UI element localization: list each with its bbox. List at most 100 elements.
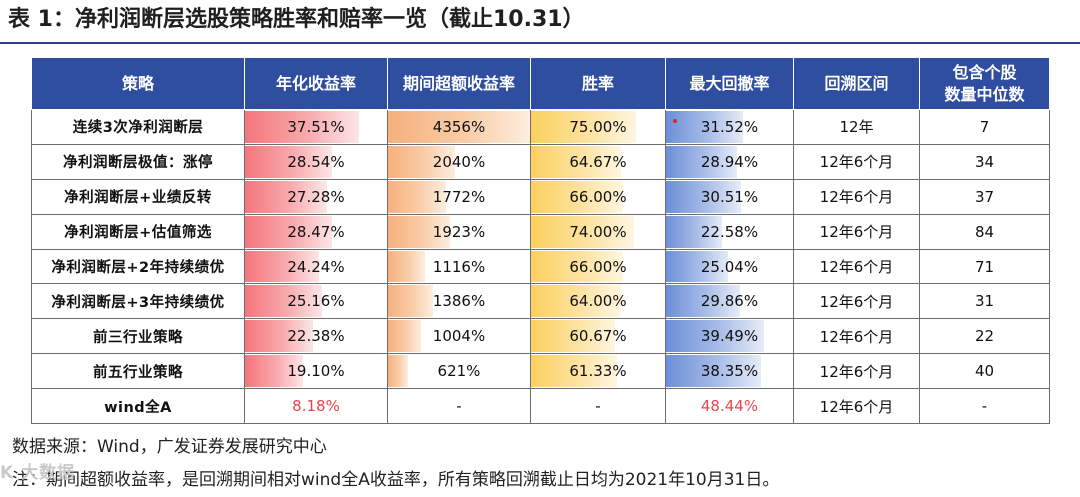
annual-return-cell: 27.28% (244, 178, 388, 215)
strategy-cell: 净利润断层+2年持续绩优 (31, 248, 245, 285)
excess-return-cell-value: - (456, 397, 462, 416)
win-rate-cell: 66.00% (530, 178, 666, 215)
excess-return-cell-value: 1386% (432, 292, 486, 311)
table-row: 连续3次净利润断层 37.51% 4356% 75.00% 31.52% 12年 7 (31, 109, 1050, 145)
max-drawdown-cell-value: 29.86% (700, 292, 759, 311)
win-rate-cell-value: 60.67% (569, 327, 627, 346)
backtest-period-cell: 12年 (793, 109, 920, 145)
backtest-period-cell-value: 12年6个月 (819, 258, 894, 276)
annual-return-cell-value: 24.24% (287, 257, 345, 276)
table-row: 前五行业策略 19.10% 621% 61.33% 38.35% 12年6个月 40 (31, 353, 1050, 390)
max-drawdown-cell: 39.49% (665, 318, 794, 355)
win-rate-cell: 61.33% (530, 353, 666, 390)
max-drawdown-cell: 22.58% (665, 213, 794, 250)
drawdown-bar (666, 215, 722, 248)
annual-return-cell: 24.24% (244, 248, 388, 285)
median-count-cell-value: 71 (974, 257, 995, 276)
header-backtest-period: 回溯区间 (793, 57, 920, 110)
title-divider (0, 42, 1080, 44)
excess-return-cell-value: 1116% (432, 257, 486, 276)
win-rate-cell: 66.00% (530, 248, 666, 285)
annual-return-cell-value: 19.10% (287, 362, 345, 381)
win-rate-cell: 64.00% (530, 283, 666, 320)
win-rate-cell-value: 64.67% (569, 152, 627, 171)
strategy-cell-value: 净利润断层+估值筛选 (64, 225, 212, 242)
excess-return-cell: 1772% (387, 178, 531, 215)
excess-bar (388, 180, 447, 213)
backtest-period-cell-value: 12年6个月 (819, 292, 894, 311)
annual-return-cell-value: 22.38% (287, 327, 345, 346)
median-count-cell-value: 7 (979, 117, 990, 136)
watermark-logo: K 大数据 (0, 463, 76, 483)
strategy-cell-value: 前五行业策略 (93, 364, 183, 381)
header-max-drawdown: 最大回撤率 (665, 57, 794, 110)
annual-bar (245, 250, 319, 283)
max-drawdown-cell: 48.44% (665, 388, 794, 425)
backtest-period-cell-value: 12年6个月 (819, 362, 894, 381)
excess-return-cell: - (387, 388, 531, 425)
excess-return-cell-value: 621% (437, 362, 481, 381)
win-rate-cell: 75.00% (530, 109, 666, 145)
excess-bar (388, 145, 455, 178)
drawdown-bar (666, 320, 764, 353)
max-drawdown-cell-value: 25.04% (700, 257, 759, 276)
excess-return-cell: 1004% (387, 318, 531, 355)
header-median-count-line2: 数量中位数 (944, 84, 1025, 104)
max-drawdown-cell: 30.51% (665, 178, 794, 215)
strategy-cell-value: 连续3次净利润断层 (72, 120, 204, 137)
marker-dot (673, 119, 677, 123)
excess-bar (388, 320, 421, 353)
excess-return-cell: 1116% (387, 248, 531, 285)
excess-return-cell: 1386% (387, 283, 531, 320)
max-drawdown-cell-value: 22.58% (700, 222, 759, 241)
excess-bar (388, 215, 451, 248)
header-median-count: 包含个股 数量中位数 (919, 57, 1050, 110)
win-bar (531, 285, 621, 318)
excess-return-cell-value: 1923% (432, 222, 486, 241)
median-count-cell: 31 (919, 283, 1050, 320)
header-annual-return: 年化收益率 (244, 57, 388, 110)
table-row: wind全A 8.18% - - 48.44% 12年6个月 - (31, 388, 1050, 425)
excess-return-cell-value: 2040% (432, 152, 486, 171)
header-median-count-line1: 包含个股 (952, 62, 1017, 82)
win-bar (531, 180, 624, 213)
max-drawdown-cell: 25.04% (665, 248, 794, 285)
annual-return-cell-value: 25.16% (287, 292, 345, 311)
max-drawdown-cell-value: 38.35% (700, 362, 759, 381)
max-drawdown-cell-value: 28.94% (700, 152, 759, 171)
median-count-cell-value: 40 (974, 362, 995, 381)
win-rate-cell-value: 75.00% (569, 117, 627, 136)
median-count-cell-value: - (981, 397, 988, 416)
win-bar (531, 145, 621, 178)
table-row: 净利润断层+业绩反转 27.28% 1772% 66.00% 30.51% 12年6个月 3… (31, 178, 1050, 215)
win-rate-cell: 74.00% (530, 213, 666, 250)
excess-return-cell: 1923% (387, 213, 531, 250)
table-title: 表 1：净利润断层选股策略胜率和赔率一览（截止10.31） (8, 7, 585, 32)
win-rate-cell-value: 74.00% (569, 222, 627, 241)
backtest-period-cell: 12年6个月 (793, 178, 920, 215)
excess-bar (388, 355, 408, 388)
strategy-cell: 净利润断层+业绩反转 (31, 178, 245, 215)
excess-bar (388, 285, 434, 318)
win-rate-cell-value: 66.00% (569, 257, 627, 276)
max-drawdown-cell: 29.86% (665, 283, 794, 320)
max-drawdown-cell: 28.94% (665, 143, 794, 180)
annual-bar (245, 215, 332, 248)
win-bar (531, 250, 624, 283)
strategy-cell: 连续3次净利润断层 (31, 109, 245, 145)
max-drawdown-cell-value: 31.52% (700, 117, 759, 136)
footnote: 注：期间超额收益率，是回溯期间相对wind全A收益率，所有策略回溯截止日均为20… (12, 470, 780, 490)
strategy-cell: 净利润断层+3年持续绩优 (31, 283, 245, 320)
excess-bar (388, 250, 425, 283)
median-count-cell: 40 (919, 353, 1050, 390)
strategy-cell-value: wind全A (104, 399, 172, 416)
excess-return-cell: 2040% (387, 143, 531, 180)
win-rate-cell: 64.67% (530, 143, 666, 180)
annual-return-cell-value: 28.54% (287, 152, 345, 171)
backtest-period-cell: 12年6个月 (793, 283, 920, 320)
annual-return-cell: 22.38% (244, 318, 388, 355)
annual-return-cell: 28.54% (244, 143, 388, 180)
strategy-cell: 前五行业策略 (31, 353, 245, 390)
median-count-cell: 7 (919, 109, 1050, 145)
median-count-cell: 22 (919, 318, 1050, 355)
